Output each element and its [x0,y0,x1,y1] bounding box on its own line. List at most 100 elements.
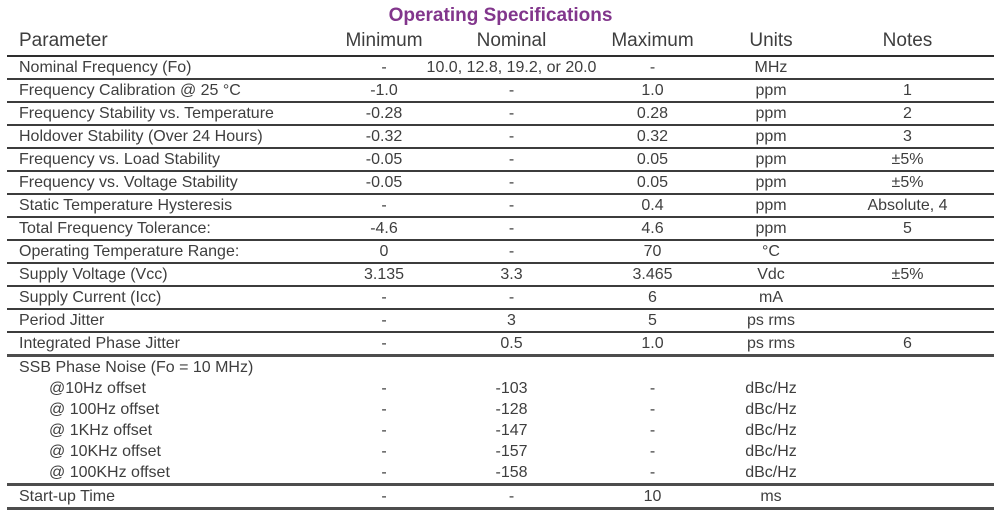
maximum-cell: - [584,56,721,80]
minimum-cell: - [329,462,439,486]
table-row: Nominal Frequency (Fo) -10.0, 12.8, 19.2,… [7,56,994,80]
minimum-cell: - [381,400,387,418]
nominal-cell: - [439,148,584,172]
nominal-cell: - [439,484,584,510]
table-row: @ 100Hz offset - -128 - dBc/Hz [7,399,994,420]
notes-cell: 5 [821,217,994,241]
parameter-cell: Period Jitter [7,309,329,333]
table-row: Holdover Stability (Over 24 Hours) -0.32-… [7,125,994,149]
minimum-cell: 3.135 [329,263,439,287]
parameter-cell: Frequency Calibration @ 25 °C [7,79,329,103]
notes-cell [821,462,994,486]
parameter-cell: SSB Phase Noise (Fo = 10 MHz) [19,358,254,376]
operating-specifications-table: Parameter Minimum Nominal Maximum Units … [7,30,994,510]
nominal-cell: -147 [495,421,528,439]
notes-cell [821,484,994,510]
parameter-cell: Supply Current (Icc) [7,286,329,310]
nominal-cell: - [439,102,584,126]
parameter-cell: Static Temperature Hysteresis [7,194,329,218]
nominal-cell: - [439,286,584,310]
minimum-cell: -0.32 [329,125,439,149]
units-cell: dBc/Hz [745,400,797,418]
nominal-cell: -128 [495,400,528,418]
maximum-cell: 6 [584,286,721,310]
column-header-parameter: Parameter [7,30,329,57]
nominal-cell: -103 [495,379,528,397]
minimum-cell: -0.05 [329,148,439,172]
nominal-cell: 10.0, 12.8, 19.2, or 20.0 [427,56,596,80]
parameter-cell: Integrated Phase Jitter [7,332,329,357]
column-header-minimum: Minimum [329,30,439,57]
parameter-cell: Frequency vs. Voltage Stability [7,171,329,195]
maximum-cell: - [649,421,656,439]
minimum-cell: -0.28 [329,102,439,126]
table-row: Frequency vs. Voltage Stability -0.05-0.0… [7,171,994,195]
maximum-cell: - [584,462,721,486]
notes-cell [821,356,994,379]
maximum-cell: 0.32 [584,125,721,149]
nominal-cell: - [439,240,584,264]
table-row: Total Frequency Tolerance: -4.6-4.6 ppm 5 [7,217,994,241]
maximum-cell: 1.0 [584,79,721,103]
maximum-cell: 0.05 [584,171,721,195]
minimum-cell: 0 [329,240,439,264]
column-header-notes: Notes [821,30,994,57]
table-row: Static Temperature Hysteresis - -0.4 ppm Abs… [7,194,994,218]
units-cell: ppm [721,194,821,218]
table-row: Frequency vs. Load Stability -0.05-0.05 pp… [7,148,994,172]
nominal-wide-value: 10.0, 12.8, 19.2, or 20.0 [426,58,597,76]
units-cell [721,356,821,379]
notes-cell: 1 [821,79,994,103]
notes-cell [821,240,994,264]
table-row: @ 1KHz offset - -147 - dBc/Hz [7,420,994,441]
minimum-cell: - [329,194,439,218]
nominal-cell: -157 [495,442,528,460]
nominal-cell [439,356,584,379]
units-cell: ppm [721,148,821,172]
maximum-cell: 70 [584,240,721,264]
notes-cell [821,399,994,420]
table-row: @10Hz offset - -103 - dBc/Hz [7,378,994,399]
nominal-cell: 3 [439,309,584,333]
column-header-maximum: Maximum [584,30,721,57]
minimum-cell: - [329,56,439,80]
notes-cell [821,309,994,333]
table-row: Supply Current (Icc) - -6 mA [7,286,994,310]
nominal-cell: - [439,125,584,149]
notes-cell [821,420,994,441]
table-row: Period Jitter -3 5 ps rms [7,309,994,333]
units-cell: ps rms [721,332,821,357]
maximum-cell: 1.0 [584,332,721,357]
minimum-cell: -4.6 [329,217,439,241]
table-header: Parameter Minimum Nominal Maximum Units … [7,30,994,57]
page-title: Operating Specifications [388,5,613,26]
minimum-cell: - [329,309,439,333]
table-row: Frequency Stability vs. Temperature -0.28… [7,102,994,126]
notes-cell [821,56,994,80]
units-cell: ms [721,484,821,510]
parameter-cell: Holdover Stability (Over 24 Hours) [7,125,329,149]
parameter-cell: Supply Voltage (Vcc) [7,263,329,287]
parameter-cell: @ 100KHz offset [7,462,329,486]
notes-cell: 2 [821,102,994,126]
notes-cell: 6 [821,332,994,357]
notes-cell: ±5% [821,148,994,172]
notes-cell [821,286,994,310]
parameter-cell: Operating Temperature Range: [7,240,329,264]
parameter-cell: Frequency vs. Load Stability [7,148,329,172]
units-cell: MHz [721,56,821,80]
maximum-cell [584,356,721,379]
table-row: @ 100KHz offset - -158- dBc/Hz [7,462,994,486]
units-cell: dBc/Hz [745,421,797,439]
parameter-cell: @ 100Hz offset [49,400,160,418]
notes-cell: ±5% [821,263,994,287]
minimum-cell: - [381,421,387,439]
parameter-cell: @ 1KHz offset [49,421,153,439]
spec-table-body: Nominal Frequency (Fo) -10.0, 12.8, 19.2,… [7,56,994,510]
maximum-cell: - [649,379,656,397]
units-cell: ps rms [721,309,821,333]
parameter-cell: Frequency Stability vs. Temperature [7,102,329,126]
header-row: Parameter Minimum Nominal Maximum Units … [7,30,994,57]
minimum-cell: - [329,484,439,510]
parameter-cell: Nominal Frequency (Fo) [7,56,329,80]
